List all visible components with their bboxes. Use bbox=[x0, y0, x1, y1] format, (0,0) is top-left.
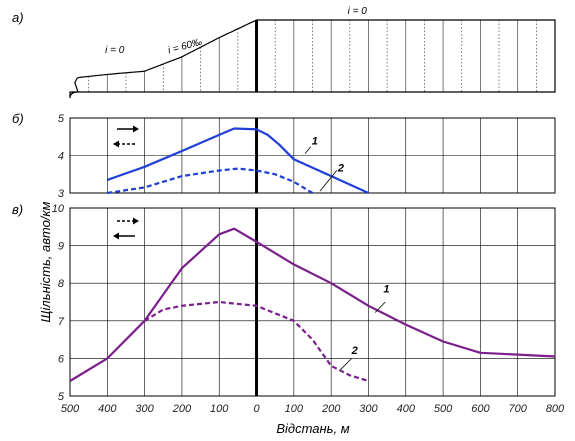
x-tick-label: 400 bbox=[397, 403, 416, 415]
plot-frame bbox=[69, 207, 556, 397]
series-2-leader bbox=[340, 358, 352, 370]
series-1-leader bbox=[374, 301, 386, 313]
gradient-label: i = 0 bbox=[348, 6, 368, 17]
panel-a-track-profile: i = 0 i = 60‰ i = 0 bbox=[69, 6, 556, 99]
series-2-label: 2 bbox=[351, 345, 358, 357]
x-tick-label: 700 bbox=[509, 403, 528, 415]
y-tick-label: 10 bbox=[52, 203, 65, 215]
series-2-label: 2 bbox=[337, 162, 344, 174]
y-tick-label: 5 bbox=[58, 391, 65, 403]
x-tick-label: 200 bbox=[172, 403, 192, 415]
panel-c-chart: 5 6 7 8 9 10 1 2 500 400 300 200 100 0 100 200 300 400 500… bbox=[52, 203, 565, 415]
x-tick-label: 400 bbox=[98, 403, 117, 415]
panel-b-label: б) bbox=[12, 111, 24, 126]
panel-b-chart: 3 4 5 1 2 bbox=[58, 113, 556, 200]
x-tick-label: 600 bbox=[471, 403, 490, 415]
series-2-leader bbox=[319, 170, 338, 192]
series-2-line bbox=[107, 167, 314, 195]
panel-a-label: а) bbox=[12, 10, 24, 25]
x-tick-label: 800 bbox=[546, 403, 565, 415]
series-1-line bbox=[106, 127, 369, 195]
x-tick-label: 500 bbox=[61, 403, 80, 415]
x-tick-label: 300 bbox=[135, 403, 154, 415]
series-1-label: 1 bbox=[312, 135, 318, 147]
y-tick-label: 5 bbox=[58, 113, 65, 125]
y-tick-label: 7 bbox=[58, 316, 65, 328]
track-profile bbox=[69, 19, 556, 99]
y-tick-label: 3 bbox=[58, 188, 65, 200]
y-tick-label: 9 bbox=[58, 241, 64, 253]
gradient-label: i = 0 bbox=[105, 45, 125, 56]
legend-arrow-head bbox=[113, 232, 119, 240]
legend-arrow-head bbox=[133, 125, 139, 133]
x-tick-label: 100 bbox=[210, 403, 229, 415]
x-tick-label: 300 bbox=[359, 403, 378, 415]
x-tick-label: 500 bbox=[434, 403, 453, 415]
series-1-label: 1 bbox=[383, 284, 389, 296]
x-tick-label: 100 bbox=[285, 403, 304, 415]
legend-arrow-head bbox=[113, 140, 119, 148]
panel-c-label: в) bbox=[12, 202, 23, 217]
x-tick-label: 200 bbox=[321, 403, 341, 415]
series-1-leader bbox=[304, 146, 311, 154]
legend-arrow-head bbox=[133, 217, 139, 225]
x-axis-title: Відстань, м bbox=[276, 421, 349, 436]
gradient-label: i = 60‰ bbox=[167, 37, 203, 57]
y-tick-label: 4 bbox=[58, 151, 64, 163]
series-2-line bbox=[144, 300, 369, 383]
y-tick-label: 8 bbox=[58, 278, 65, 290]
y-axis-title: Щільність, авто/км bbox=[38, 201, 53, 322]
series-1-line bbox=[69, 227, 556, 382]
y-tick-label: 6 bbox=[58, 353, 65, 365]
x-tick-label: 0 bbox=[253, 403, 260, 415]
